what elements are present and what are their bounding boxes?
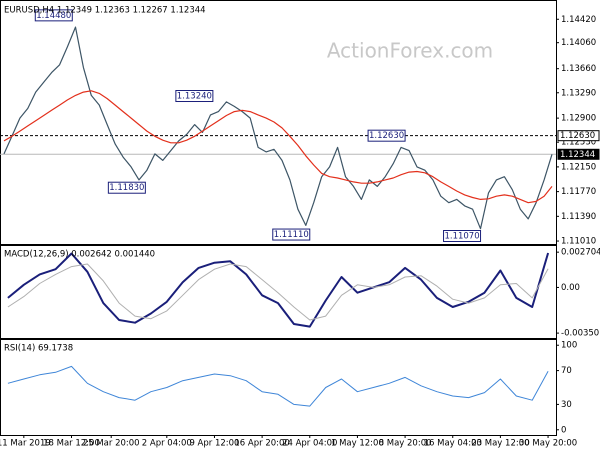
- macd-panel-frame: [0, 245, 557, 339]
- level-label-box: [557, 130, 600, 142]
- annotation-label: 1.14480: [36, 11, 71, 21]
- annotation-label: 1.13240: [177, 92, 212, 102]
- x-tick-label: 16 Apr 20:00: [234, 439, 289, 449]
- y-tick-label: 1.13660: [561, 64, 596, 74]
- series-line: [3, 26, 553, 230]
- annotation-box: [107, 181, 146, 194]
- x-tick-label: 9 Apr 12:00: [189, 439, 239, 449]
- watermark: ActionForex.com: [327, 39, 493, 63]
- level-label: 1.12344: [560, 150, 595, 160]
- x-tick-label: 2 Apr 04:00: [142, 439, 192, 449]
- y-tick-label: 0: [561, 425, 566, 435]
- y-tick-label: 1.12530: [561, 138, 596, 148]
- series-line: [3, 90, 553, 204]
- panel-title: MACD(12,26,9) 0.002642 0.001440: [4, 250, 155, 260]
- annotation-box: [367, 129, 406, 142]
- level-label-box: [557, 148, 600, 160]
- y-tick-label: 1.14060: [561, 38, 596, 48]
- x-tick-label: 24 Apr 04:00: [282, 439, 337, 449]
- x-tick-label: 23 May 12:00: [471, 439, 529, 449]
- y-tick-label: 1.12150: [561, 162, 596, 172]
- y-tick-label: 1.13290: [561, 88, 596, 98]
- x-tick-label: 30 May 20:00: [519, 439, 577, 449]
- annotation-box: [272, 228, 311, 241]
- y-tick-label: 1.11390: [561, 212, 596, 222]
- series-line: [7, 252, 550, 328]
- annotation-label: 1.12630: [369, 131, 404, 141]
- series-line: [7, 263, 549, 321]
- y-tick-label: 1.14420: [561, 15, 596, 25]
- rsi-panel-frame: [0, 339, 557, 436]
- x-tick-label: 8 May 20:00: [379, 439, 432, 449]
- x-tick-label: 11 Mar 2019: [0, 439, 51, 449]
- level-label: 1.12630: [560, 131, 595, 141]
- y-tick-label: 1.12900: [561, 114, 596, 124]
- annotation-label: 1.11110: [274, 230, 309, 240]
- annotation-label: 1.11830: [109, 183, 144, 193]
- annotation-box: [34, 9, 73, 22]
- y-tick-label: 1.11770: [561, 187, 596, 197]
- annotation-label: 1.11070: [444, 232, 479, 242]
- y-tick-label: 70: [561, 366, 572, 376]
- panel-title: EURUSD,H4 1.12349 1.12363 1.12267 1.1234…: [4, 6, 206, 16]
- x-tick-label: 1 May 12:00: [331, 439, 384, 449]
- x-tick-label: 16 May 04:00: [424, 439, 482, 449]
- y-tick-label: -0.003501: [561, 329, 600, 339]
- x-tick-label: 18 Mar 12:00: [43, 439, 100, 449]
- panel-title: RSI(14) 69.1738: [4, 344, 73, 354]
- annotation-box: [443, 230, 482, 242]
- y-tick-label: 0.002704: [561, 248, 600, 258]
- y-tick-label: 1.11010: [561, 237, 596, 247]
- main-panel-frame: [0, 0, 557, 245]
- x-tick-label: 25 Mar 20:00: [83, 439, 140, 449]
- y-tick-label: 30: [561, 400, 572, 410]
- y-tick-label: 100: [561, 341, 577, 351]
- annotation-box: [175, 90, 214, 103]
- y-tick-label: 0.00: [561, 283, 580, 293]
- series-line: [7, 365, 549, 407]
